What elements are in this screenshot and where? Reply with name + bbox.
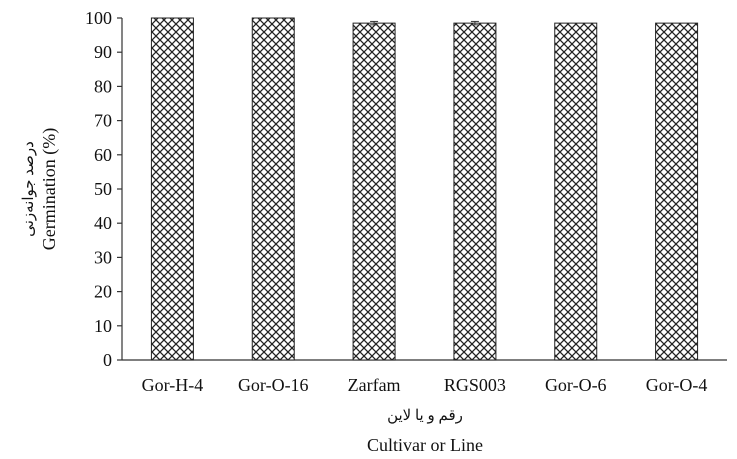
x-axis-title-persian: رقم و یا لاین — [387, 408, 463, 424]
x-tick-label: RGS003 — [444, 375, 506, 395]
x-axis-ticks: Gor-H-4 Gor-O-16 Zarfam RGS003 Gor-O-6 Gor-O-… — [142, 375, 708, 395]
x-axis-title: Cultivar or Line — [367, 435, 483, 455]
y-tick-label: 0 — [103, 350, 112, 370]
plot-area — [121, 17, 727, 361]
bar-gor-o-4 — [655, 22, 699, 361]
y-axis-title: Germination (%) — [39, 128, 60, 250]
y-tick-label: 90 — [94, 42, 112, 62]
y-tick-label: 10 — [94, 316, 112, 336]
y-axis-title-persian: درصد جوانه‌زنی — [21, 141, 37, 237]
x-tick-label: Zarfam — [348, 375, 401, 395]
y-tick-label: 80 — [94, 76, 112, 96]
y-tick-label: 100 — [85, 8, 112, 28]
y-tick-label: 60 — [94, 145, 112, 165]
y-axis-ticks: 0 10 20 30 40 50 60 70 80 90 100 — [85, 8, 122, 370]
bar-gor-o-16 — [251, 17, 295, 361]
y-tick-label: 50 — [94, 179, 112, 199]
x-tick-label: Gor-O-16 — [238, 375, 309, 395]
y-tick-label: 30 — [94, 247, 112, 267]
y-tick-label: 20 — [94, 282, 112, 302]
x-tick-label: Gor-O-6 — [545, 375, 607, 395]
y-tick-label: 40 — [94, 213, 112, 233]
bar-zarfam — [352, 22, 396, 361]
bar-gor-h-4 — [150, 17, 194, 361]
x-tick-label: Gor-O-4 — [646, 375, 708, 395]
bars — [150, 17, 699, 361]
y-tick-label: 70 — [94, 111, 112, 131]
bar-gor-o-6 — [554, 22, 598, 361]
bar-rgs003 — [453, 22, 497, 361]
x-tick-label: Gor-H-4 — [142, 375, 204, 395]
error-bars — [370, 20, 479, 26]
